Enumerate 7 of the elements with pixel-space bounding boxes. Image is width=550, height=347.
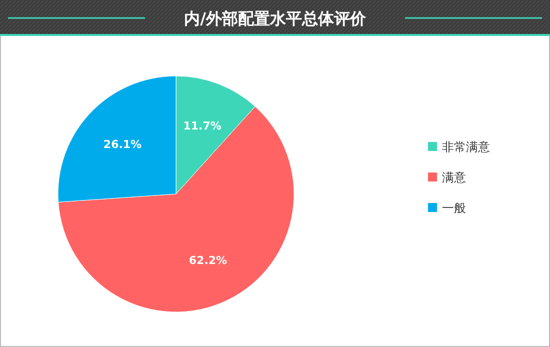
chart-title: 内/外部配置水平总体评价 <box>184 9 367 28</box>
data-label: 62.2% <box>188 254 228 267</box>
data-label: 11.7% <box>183 120 222 133</box>
legend-label: 非常满意 <box>442 140 490 154</box>
legend-label: 一般 <box>442 201 466 215</box>
legend-label: 满意 <box>442 170 466 184</box>
data-label: 26.1% <box>103 138 142 152</box>
